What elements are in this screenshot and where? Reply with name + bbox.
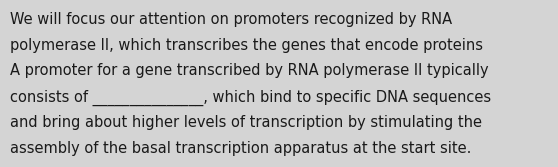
Text: We will focus our attention on promoters recognized by RNA: We will focus our attention on promoters… bbox=[10, 12, 452, 27]
Text: and bring about higher levels of transcription by stimulating the: and bring about higher levels of transcr… bbox=[10, 115, 482, 130]
Text: A promoter for a gene transcribed by RNA polymerase II typically: A promoter for a gene transcribed by RNA… bbox=[10, 63, 489, 78]
Text: consists of _______________, which bind to specific DNA sequences: consists of _______________, which bind … bbox=[10, 89, 491, 106]
Text: polymerase II, which transcribes the genes that encode proteins: polymerase II, which transcribes the gen… bbox=[10, 38, 483, 53]
Text: assembly of the basal transcription apparatus at the start site.: assembly of the basal transcription appa… bbox=[10, 141, 472, 156]
